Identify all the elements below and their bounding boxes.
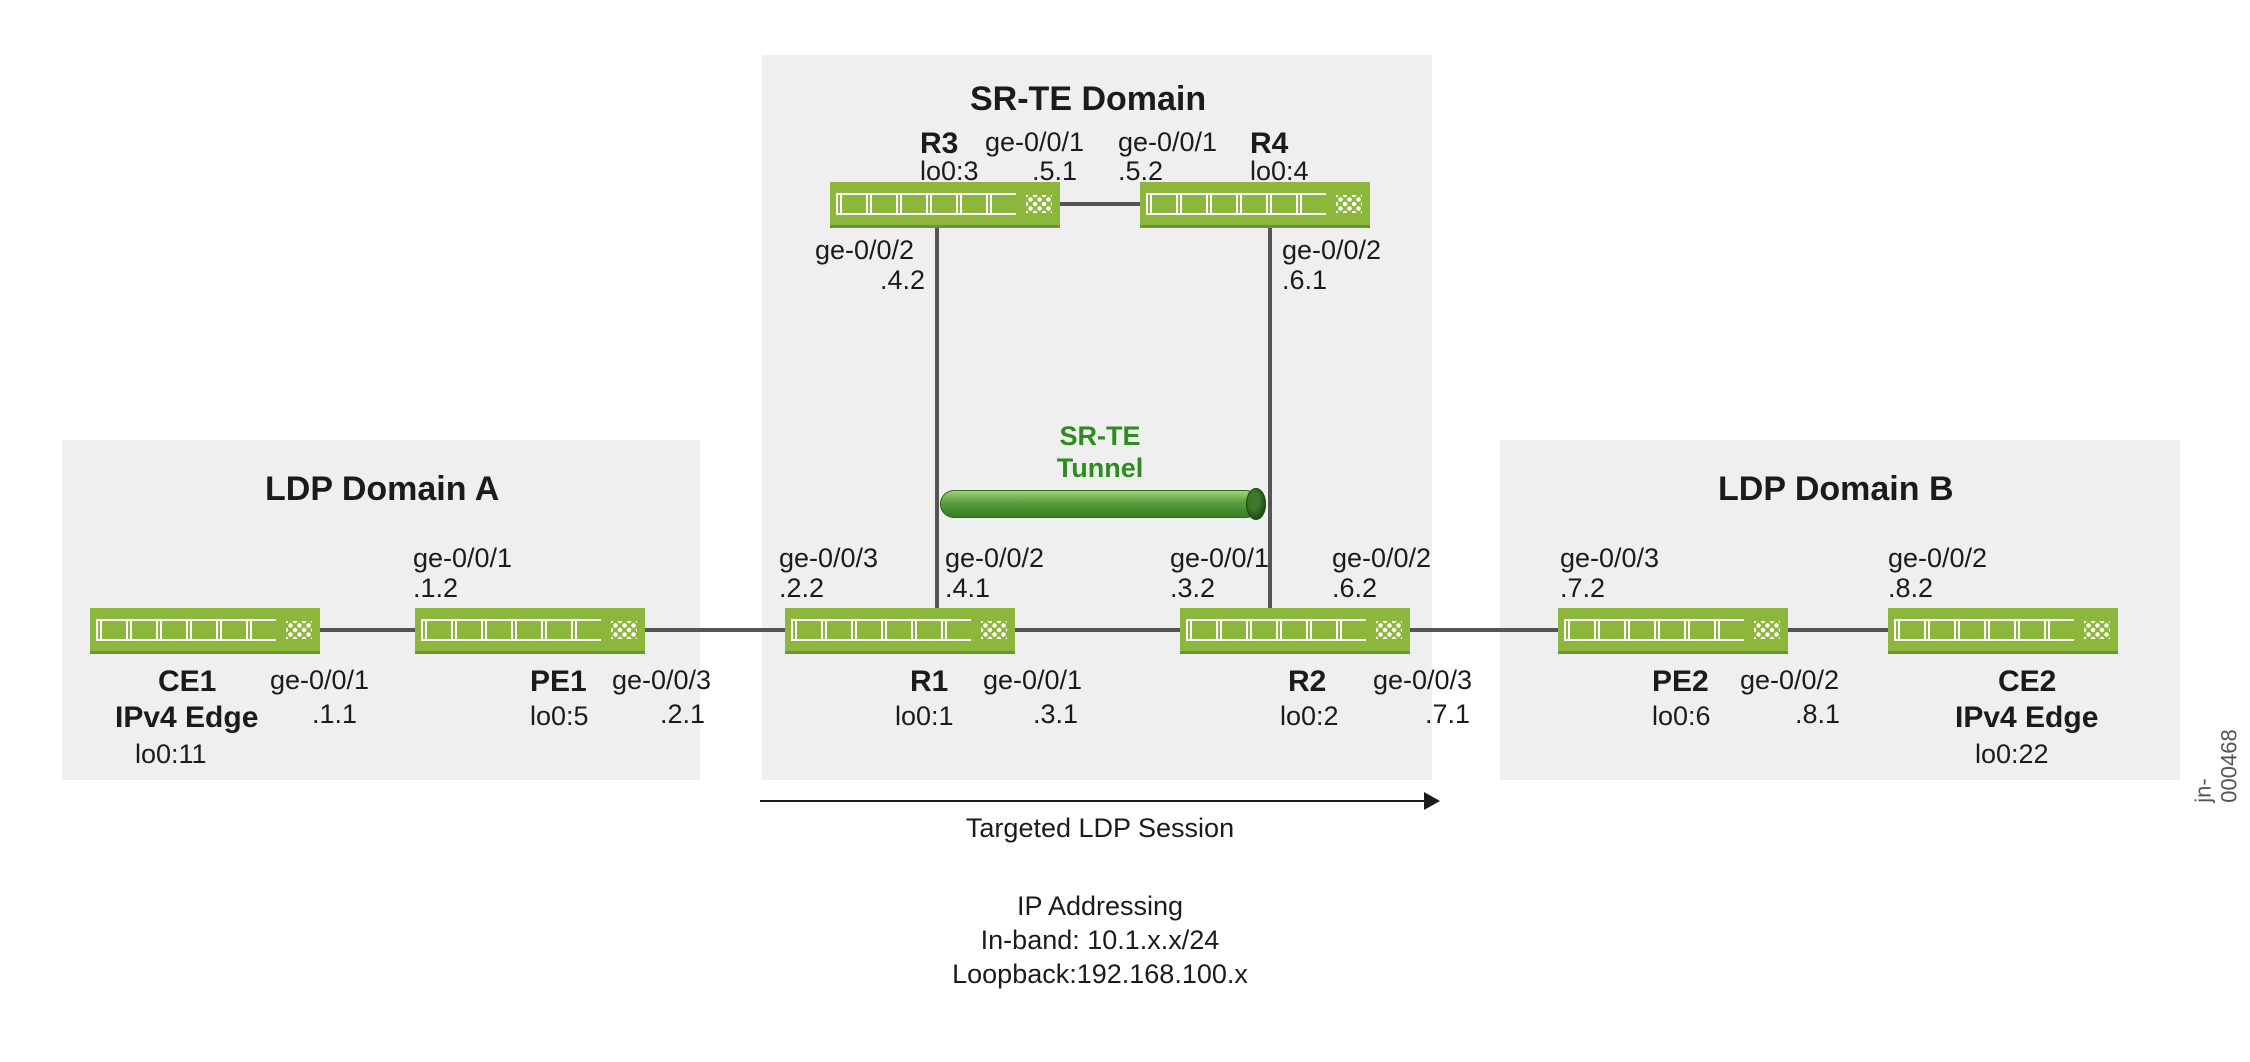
if-ce1-right-ip: .1.1	[312, 698, 357, 730]
if-ce1-right-if: ge-0/0/1	[270, 664, 369, 696]
srte-domain-title: SR-TE Domain	[970, 80, 1206, 119]
r-pe1-name: PE1	[530, 664, 587, 700]
if-r1-up-ip: .4.1	[945, 572, 990, 604]
ldp-domain-a-title: LDP Domain A	[265, 470, 499, 509]
router-r2	[1180, 608, 1410, 654]
if-ce2-left-if: ge-0/0/2	[1888, 542, 1987, 574]
link-ce1-pe1	[318, 628, 416, 632]
footer-inband: In-band: 10.1.x.x/24	[981, 924, 1220, 956]
footer-loopback: Loopback:192.168.100.x	[952, 958, 1248, 990]
router-r1	[785, 608, 1015, 654]
diagram-canvas: LDP Domain A SR-TE Domain LDP Domain B S…	[0, 0, 2250, 1062]
r-ce2-name: CE2	[1998, 664, 2056, 700]
if-r2-right-ip: .7.1	[1425, 698, 1470, 730]
router-pe1	[415, 608, 645, 654]
link-pe1-r1	[645, 628, 785, 632]
if-r1-left-if: ge-0/0/3	[779, 542, 878, 574]
link-r1-r3	[935, 228, 939, 608]
if-r2-up-if: ge-0/0/2	[1332, 542, 1431, 574]
targeted-ldp-arrowhead	[1424, 792, 1440, 810]
if-r4-down-if: ge-0/0/2	[1282, 234, 1381, 266]
router-r3	[830, 182, 1060, 228]
if-ce2-left-ip: .8.2	[1888, 572, 1933, 604]
r-r4-sub1: lo0:4	[1250, 155, 1309, 187]
if-pe1-right-if: ge-0/0/3	[612, 664, 711, 696]
link-r3-r4	[1060, 202, 1140, 206]
if-r1-left-ip: .2.2	[779, 572, 824, 604]
ldp-domain-b-title: LDP Domain B	[1718, 470, 1954, 509]
router-ce2	[1888, 608, 2118, 654]
r-r2-name: R2	[1288, 664, 1326, 700]
targeted-ldp-label: Targeted LDP Session	[966, 812, 1234, 844]
srte-domain	[762, 55, 1432, 780]
if-pe1-left-ip: .1.2	[413, 572, 458, 604]
if-pe1-left-if: ge-0/0/1	[413, 542, 512, 574]
if-pe2-right-ip: .8.1	[1795, 698, 1840, 730]
router-r4	[1140, 182, 1370, 228]
r-ce1-name: CE1	[158, 664, 216, 700]
if-r4-left-if: ge-0/0/1	[1118, 126, 1217, 158]
if-r3-down-ip: .4.2	[880, 264, 925, 296]
if-r1-up-if: ge-0/0/2	[945, 542, 1044, 574]
r-pe1-sub1: lo0:5	[530, 700, 589, 732]
tunnel-label-2: Tunnel	[1057, 453, 1143, 483]
link-r1-r2	[1015, 628, 1181, 632]
link-pe2-ce2	[1788, 628, 1888, 632]
if-pe2-right-if: ge-0/0/2	[1740, 664, 1839, 696]
tunnel-label: SR-TE Tunnel	[1057, 420, 1143, 485]
r-r1-name: R1	[910, 664, 948, 700]
jn-id: jn-000468	[2191, 729, 2243, 802]
if-r4-left-ip: .5.2	[1118, 155, 1163, 187]
r-ce1-sub1: IPv4 Edge	[115, 700, 258, 736]
footer-ip-addressing: IP Addressing	[1017, 890, 1183, 922]
if-r2-left-if: ge-0/0/1	[1170, 542, 1269, 574]
if-r3-right-ip: .5.1	[1032, 155, 1077, 187]
if-r2-up-ip: .6.2	[1332, 572, 1377, 604]
tunnel-label-1: SR-TE	[1059, 421, 1140, 451]
targeted-ldp-arrow	[760, 800, 1430, 802]
if-pe2-left-if: ge-0/0/3	[1560, 542, 1659, 574]
r-ce2-sub2: lo0:22	[1975, 738, 2049, 770]
r-r2-sub1: lo0:2	[1280, 700, 1339, 732]
r-r1-sub1: lo0:1	[895, 700, 954, 732]
if-r3-right-if: ge-0/0/1	[985, 126, 1084, 158]
r-ce2-sub1: IPv4 Edge	[1955, 700, 2098, 736]
r-r3-sub1: lo0:3	[920, 155, 979, 187]
link-r2-pe2	[1410, 628, 1558, 632]
if-pe1-right-ip: .2.1	[660, 698, 705, 730]
if-pe2-left-ip: .7.2	[1560, 572, 1605, 604]
r-ce1-sub2: lo0:11	[135, 738, 207, 770]
srte-tunnel	[940, 490, 1260, 518]
router-pe2	[1558, 608, 1788, 654]
router-ce1	[90, 608, 320, 654]
r-pe2-name: PE2	[1652, 664, 1709, 700]
if-r2-right-if: ge-0/0/3	[1373, 664, 1472, 696]
if-r2-left-ip: .3.2	[1170, 572, 1215, 604]
if-r1-right-if: ge-0/0/1	[983, 664, 1082, 696]
if-r3-down-if: ge-0/0/2	[815, 234, 914, 266]
if-r1-right-ip: .3.1	[1033, 698, 1078, 730]
if-r4-down-ip: .6.1	[1282, 264, 1327, 296]
r-pe2-sub1: lo0:6	[1652, 700, 1711, 732]
